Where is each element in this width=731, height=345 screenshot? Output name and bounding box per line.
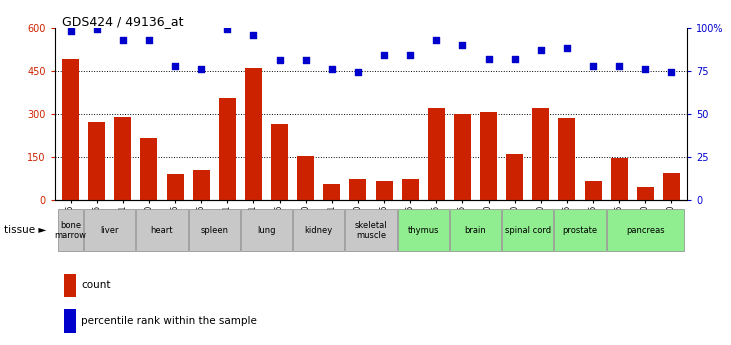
Point bbox=[404, 52, 416, 58]
Bar bbox=[84, 209, 135, 251]
Point bbox=[509, 56, 520, 61]
Point bbox=[300, 58, 311, 63]
Point bbox=[64, 28, 76, 34]
Bar bbox=[349, 179, 366, 200]
Bar bbox=[532, 108, 549, 200]
Bar bbox=[554, 209, 605, 251]
Text: thymus: thymus bbox=[407, 226, 439, 235]
Text: lung: lung bbox=[257, 226, 276, 235]
Text: prostate: prostate bbox=[562, 226, 597, 235]
Point bbox=[587, 63, 599, 68]
Point bbox=[326, 66, 338, 72]
Bar bbox=[114, 117, 132, 200]
Bar bbox=[298, 156, 314, 200]
Bar bbox=[167, 174, 183, 200]
Bar bbox=[428, 108, 444, 200]
Text: heart: heart bbox=[151, 226, 173, 235]
Bar bbox=[607, 209, 684, 251]
Bar bbox=[219, 98, 236, 200]
Bar bbox=[193, 170, 210, 200]
Text: spinal cord: spinal cord bbox=[504, 226, 551, 235]
Bar bbox=[189, 209, 240, 251]
Point bbox=[613, 63, 625, 68]
Text: tissue ►: tissue ► bbox=[4, 226, 46, 235]
Point bbox=[221, 27, 233, 32]
Bar bbox=[245, 68, 262, 200]
Bar bbox=[637, 187, 654, 200]
Bar bbox=[58, 209, 83, 251]
Bar bbox=[64, 309, 76, 333]
Point bbox=[143, 37, 155, 42]
Text: percentile rank within the sample: percentile rank within the sample bbox=[81, 316, 257, 326]
Point bbox=[535, 47, 547, 53]
Bar bbox=[240, 209, 292, 251]
Bar bbox=[502, 209, 553, 251]
Point bbox=[248, 32, 260, 37]
Point bbox=[352, 70, 364, 75]
Point bbox=[431, 37, 442, 42]
Bar bbox=[480, 112, 497, 200]
Bar bbox=[398, 209, 449, 251]
Bar bbox=[558, 118, 575, 200]
Point bbox=[117, 37, 129, 42]
Bar bbox=[376, 181, 393, 200]
Point bbox=[457, 42, 469, 48]
Text: spleen: spleen bbox=[200, 226, 228, 235]
Point bbox=[640, 66, 651, 72]
Text: GDS424 / 49136_at: GDS424 / 49136_at bbox=[62, 16, 183, 29]
Text: kidney: kidney bbox=[305, 226, 333, 235]
Bar bbox=[323, 184, 341, 200]
Text: liver: liver bbox=[100, 226, 119, 235]
Text: pancreas: pancreas bbox=[626, 226, 664, 235]
Point bbox=[666, 70, 678, 75]
Text: skeletal
muscle: skeletal muscle bbox=[355, 220, 387, 240]
Text: count: count bbox=[81, 280, 111, 290]
Bar bbox=[401, 179, 419, 200]
Bar bbox=[271, 124, 288, 200]
Bar bbox=[454, 114, 471, 200]
Bar bbox=[137, 209, 188, 251]
Point bbox=[273, 58, 285, 63]
Bar bbox=[585, 181, 602, 200]
Point bbox=[169, 63, 181, 68]
Text: brain: brain bbox=[465, 226, 486, 235]
Point bbox=[378, 52, 390, 58]
Bar bbox=[293, 209, 344, 251]
Bar bbox=[345, 209, 397, 251]
Bar bbox=[64, 274, 76, 297]
Bar bbox=[88, 122, 105, 200]
Point bbox=[91, 27, 102, 32]
Point bbox=[195, 66, 207, 72]
Bar bbox=[663, 173, 680, 200]
Point bbox=[482, 56, 494, 61]
Bar bbox=[450, 209, 501, 251]
Point bbox=[561, 46, 573, 51]
Bar bbox=[610, 158, 628, 200]
Bar bbox=[140, 138, 157, 200]
Text: bone
marrow: bone marrow bbox=[55, 220, 86, 240]
Bar bbox=[506, 154, 523, 200]
Bar bbox=[62, 59, 79, 200]
